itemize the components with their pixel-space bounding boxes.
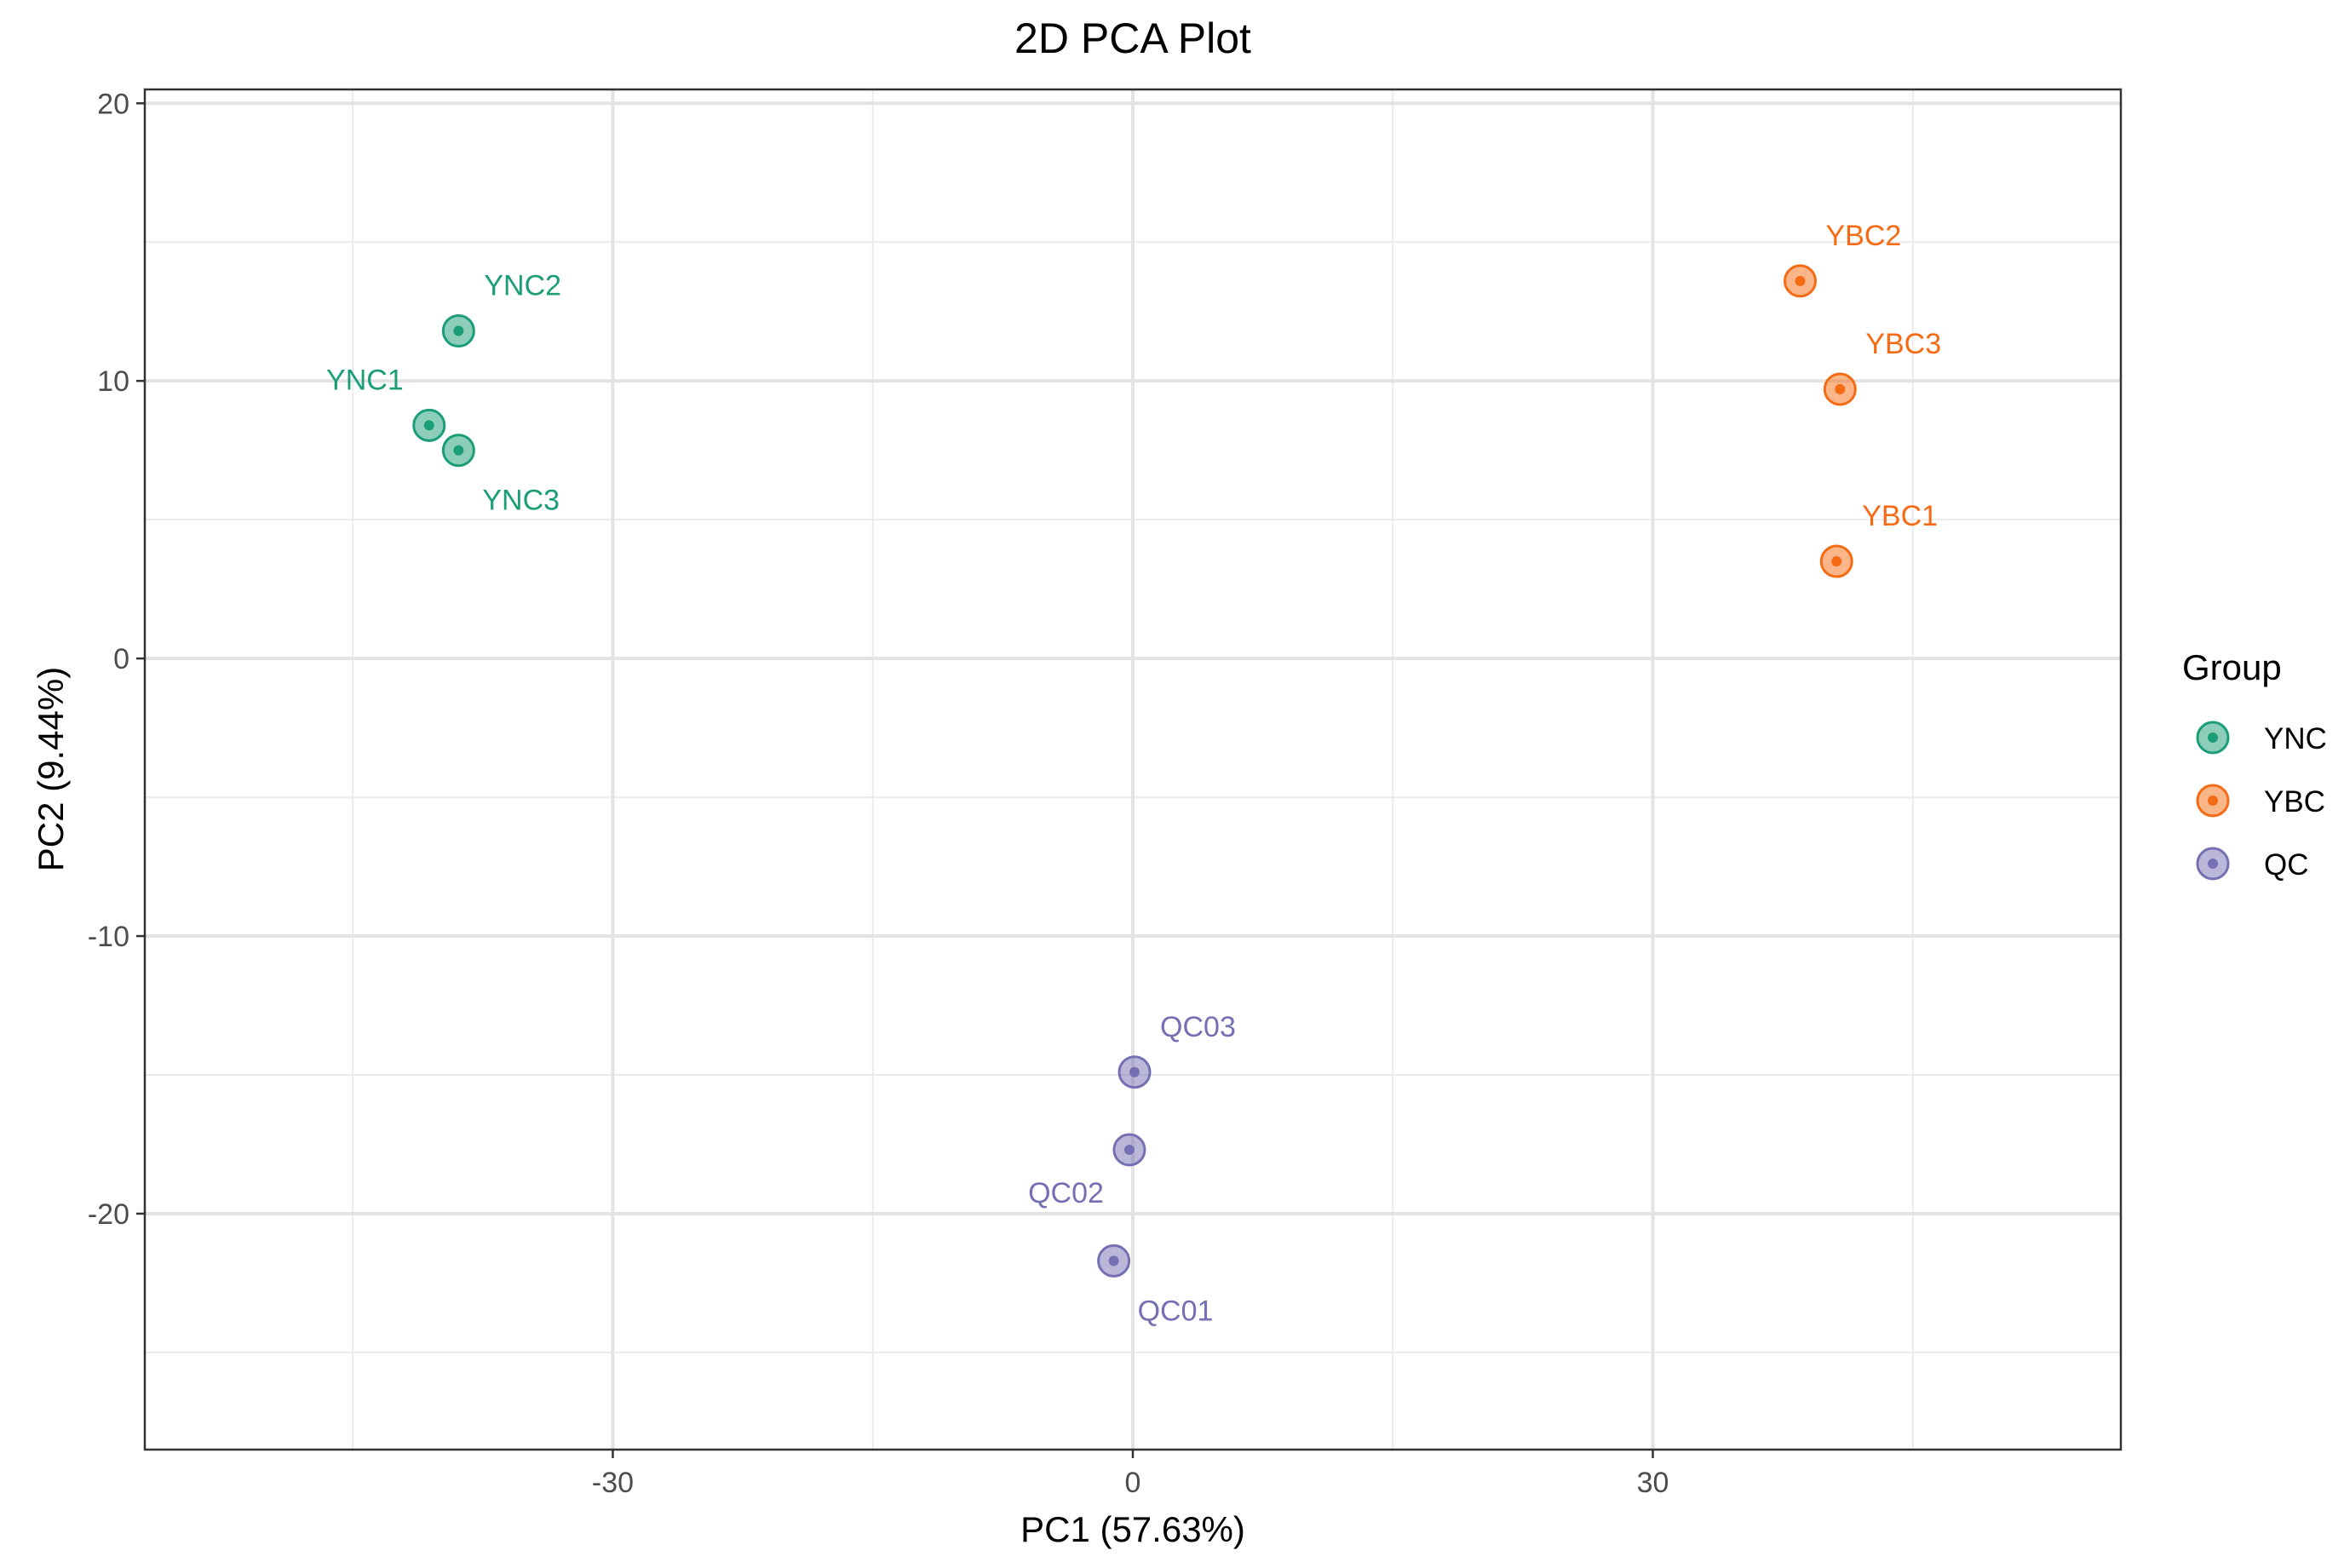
qc-point-center bbox=[1129, 1066, 1140, 1077]
legend-key-center bbox=[2208, 859, 2218, 869]
point-label-qc02: QC02 bbox=[1028, 1177, 1104, 1209]
point-label-ync2: YNC2 bbox=[484, 270, 561, 302]
point-label-ybc1: YBC1 bbox=[1862, 500, 1938, 532]
qc-point-center bbox=[1123, 1145, 1135, 1156]
x-tick-label: 30 bbox=[1637, 1467, 1669, 1499]
legend-label-qc: QC bbox=[2264, 848, 2309, 882]
y-tick-label: -10 bbox=[88, 921, 129, 953]
point-labels: YNC1 YNC2 YNC3 YBC1 YBC2 YBC3 QC01 QC02 QC03 bbox=[326, 220, 1941, 1327]
y-tick-label: 20 bbox=[97, 88, 129, 120]
y-axis: -20 -10 0 10 20 bbox=[88, 88, 145, 1231]
ybc-point-center bbox=[1831, 556, 1842, 567]
ybc-point-center bbox=[1835, 383, 1846, 394]
major-gridlines bbox=[145, 89, 2121, 1450]
ybc-point-center bbox=[1795, 275, 1806, 286]
qc-point-center bbox=[1108, 1255, 1119, 1266]
legend-label-ybc: YBC bbox=[2264, 785, 2325, 818]
y-tick-label: 10 bbox=[97, 365, 129, 398]
ync-point-center bbox=[453, 325, 464, 336]
x-tick-label: -30 bbox=[592, 1467, 634, 1499]
legend-label-ync: YNC bbox=[2264, 722, 2327, 755]
y-tick-label: 0 bbox=[113, 643, 129, 675]
y-tick-label: -20 bbox=[88, 1198, 129, 1231]
point-label-ync1: YNC1 bbox=[326, 364, 404, 396]
x-axis: -30 0 30 bbox=[592, 1450, 1669, 1499]
ync-point-center bbox=[423, 420, 434, 431]
point-label-ybc3: YBC3 bbox=[1865, 328, 1941, 360]
point-label-ync3: YNC3 bbox=[482, 485, 560, 517]
point-label-qc03: QC03 bbox=[1160, 1011, 1236, 1043]
data-points bbox=[412, 264, 1857, 1278]
legend: Group YNC YBC QC bbox=[2182, 647, 2327, 882]
x-tick-label: 0 bbox=[1125, 1467, 1141, 1499]
legend-items: YNC YBC QC bbox=[2196, 721, 2327, 882]
legend-key-center bbox=[2208, 732, 2218, 743]
ync-point-center bbox=[453, 445, 464, 456]
y-axis-title: PC2 (9.44%) bbox=[31, 667, 71, 871]
legend-key-center bbox=[2208, 795, 2218, 806]
point-label-qc01: QC01 bbox=[1138, 1295, 1214, 1327]
chart-title: 2D PCA Plot bbox=[1014, 14, 1251, 62]
legend-title: Group bbox=[2182, 647, 2282, 687]
x-axis-title: PC1 (57.63%) bbox=[1020, 1509, 1245, 1549]
point-label-ybc2: YBC2 bbox=[1826, 220, 1902, 252]
plot-panel: YNC1 YNC2 YNC3 YBC1 YBC2 YBC3 QC01 QC02 QC03 bbox=[143, 88, 2123, 1451]
